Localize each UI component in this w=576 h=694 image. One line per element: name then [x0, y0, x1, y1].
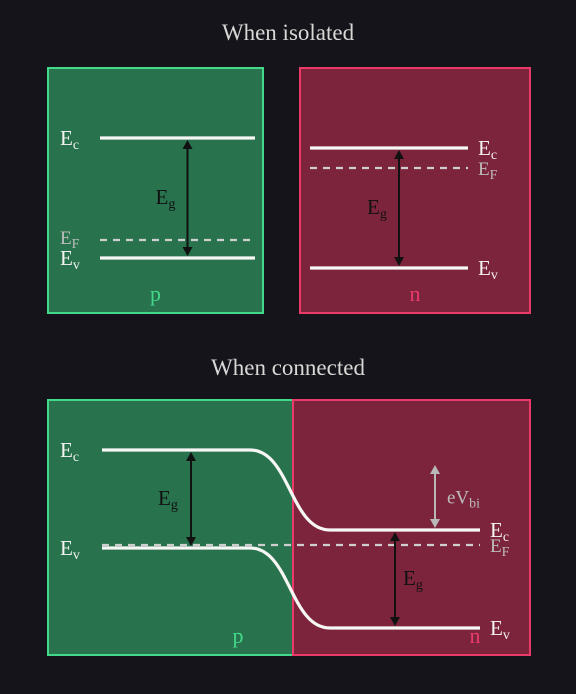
band-diagram: When isolatedEcEvEFEgEcEvEFEgpnWhen conn… — [0, 0, 576, 694]
title-isolated: When isolated — [222, 20, 355, 45]
connected-p-region — [48, 400, 293, 655]
n-label-conn: n — [470, 623, 481, 648]
p-label-conn: p — [233, 623, 244, 648]
title-connected: When connected — [211, 355, 365, 380]
n-label-iso: n — [410, 281, 421, 306]
p-label-iso: p — [150, 281, 161, 306]
